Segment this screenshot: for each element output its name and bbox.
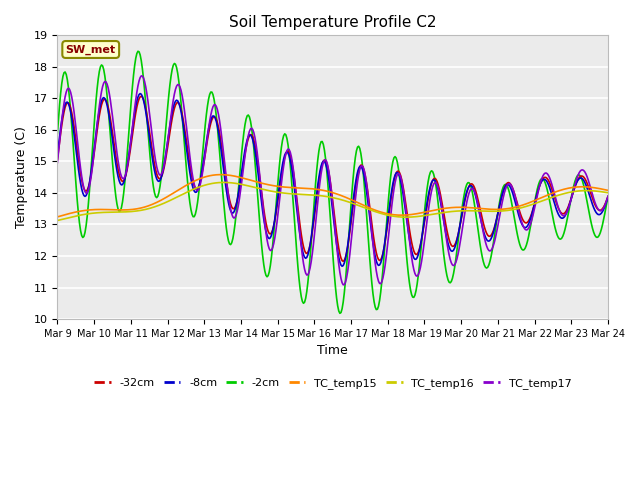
-2cm [316,142,324,148]
-8cm [383,220,391,226]
TC_temp15 [353,199,360,205]
TC_temp16 [319,193,327,199]
TC_temp16 [506,207,514,213]
Line: -8cm: -8cm [58,94,608,266]
-8cm [354,169,362,175]
-32cm [319,158,327,164]
-2cm [354,144,362,150]
-32cm [316,171,324,177]
-32cm [354,172,362,178]
TC_temp15 [217,172,225,178]
-32cm [593,205,601,211]
TC_temp16 [382,212,390,217]
Y-axis label: Temperature (C): Temperature (C) [15,126,28,228]
-8cm [316,168,324,174]
TC_temp17 [319,160,327,166]
-2cm [134,48,142,54]
TC_temp17 [138,73,145,79]
-8cm [604,194,612,200]
-2cm [54,131,61,137]
TC_temp16 [604,190,612,196]
TC_temp17 [339,282,347,288]
TC_temp17 [54,160,61,166]
TC_temp15 [382,211,390,216]
TC_temp15 [592,185,600,191]
-8cm [54,153,61,158]
TC_temp17 [316,179,324,184]
-32cm [383,224,391,229]
-2cm [336,311,344,316]
TC_temp17 [593,204,601,210]
-2cm [507,196,515,202]
-32cm [138,94,145,99]
Title: Soil Temperature Profile C2: Soil Temperature Profile C2 [229,15,436,30]
TC_temp15 [54,214,61,220]
-8cm [136,91,144,96]
-2cm [383,211,391,216]
Line: -2cm: -2cm [58,51,608,313]
TC_temp15 [319,188,327,193]
-8cm [339,264,346,269]
-8cm [507,186,515,192]
Line: TC_temp17: TC_temp17 [58,76,608,285]
-2cm [319,142,327,147]
-2cm [593,235,601,240]
-2cm [604,193,612,199]
X-axis label: Time: Time [317,344,348,357]
Line: TC_temp16: TC_temp16 [58,182,608,220]
TC_temp16 [220,180,228,185]
-32cm [339,258,347,264]
-8cm [593,211,601,216]
TC_temp17 [383,244,391,250]
TC_temp16 [353,202,360,208]
TC_temp16 [54,217,61,223]
Line: TC_temp15: TC_temp15 [58,175,608,217]
-32cm [54,156,61,162]
Line: -32cm: -32cm [58,96,608,261]
Text: SW_met: SW_met [66,44,116,55]
TC_temp16 [592,188,600,194]
TC_temp17 [354,179,362,184]
TC_temp17 [507,182,515,188]
TC_temp16 [316,193,324,199]
-32cm [507,182,515,188]
TC_temp15 [506,205,514,211]
-8cm [319,158,327,164]
TC_temp15 [604,188,612,193]
TC_temp15 [316,187,324,192]
Legend: -32cm, -8cm, -2cm, TC_temp15, TC_temp16, TC_temp17: -32cm, -8cm, -2cm, TC_temp15, TC_temp16,… [90,373,576,393]
-32cm [604,193,612,199]
TC_temp17 [604,193,612,199]
